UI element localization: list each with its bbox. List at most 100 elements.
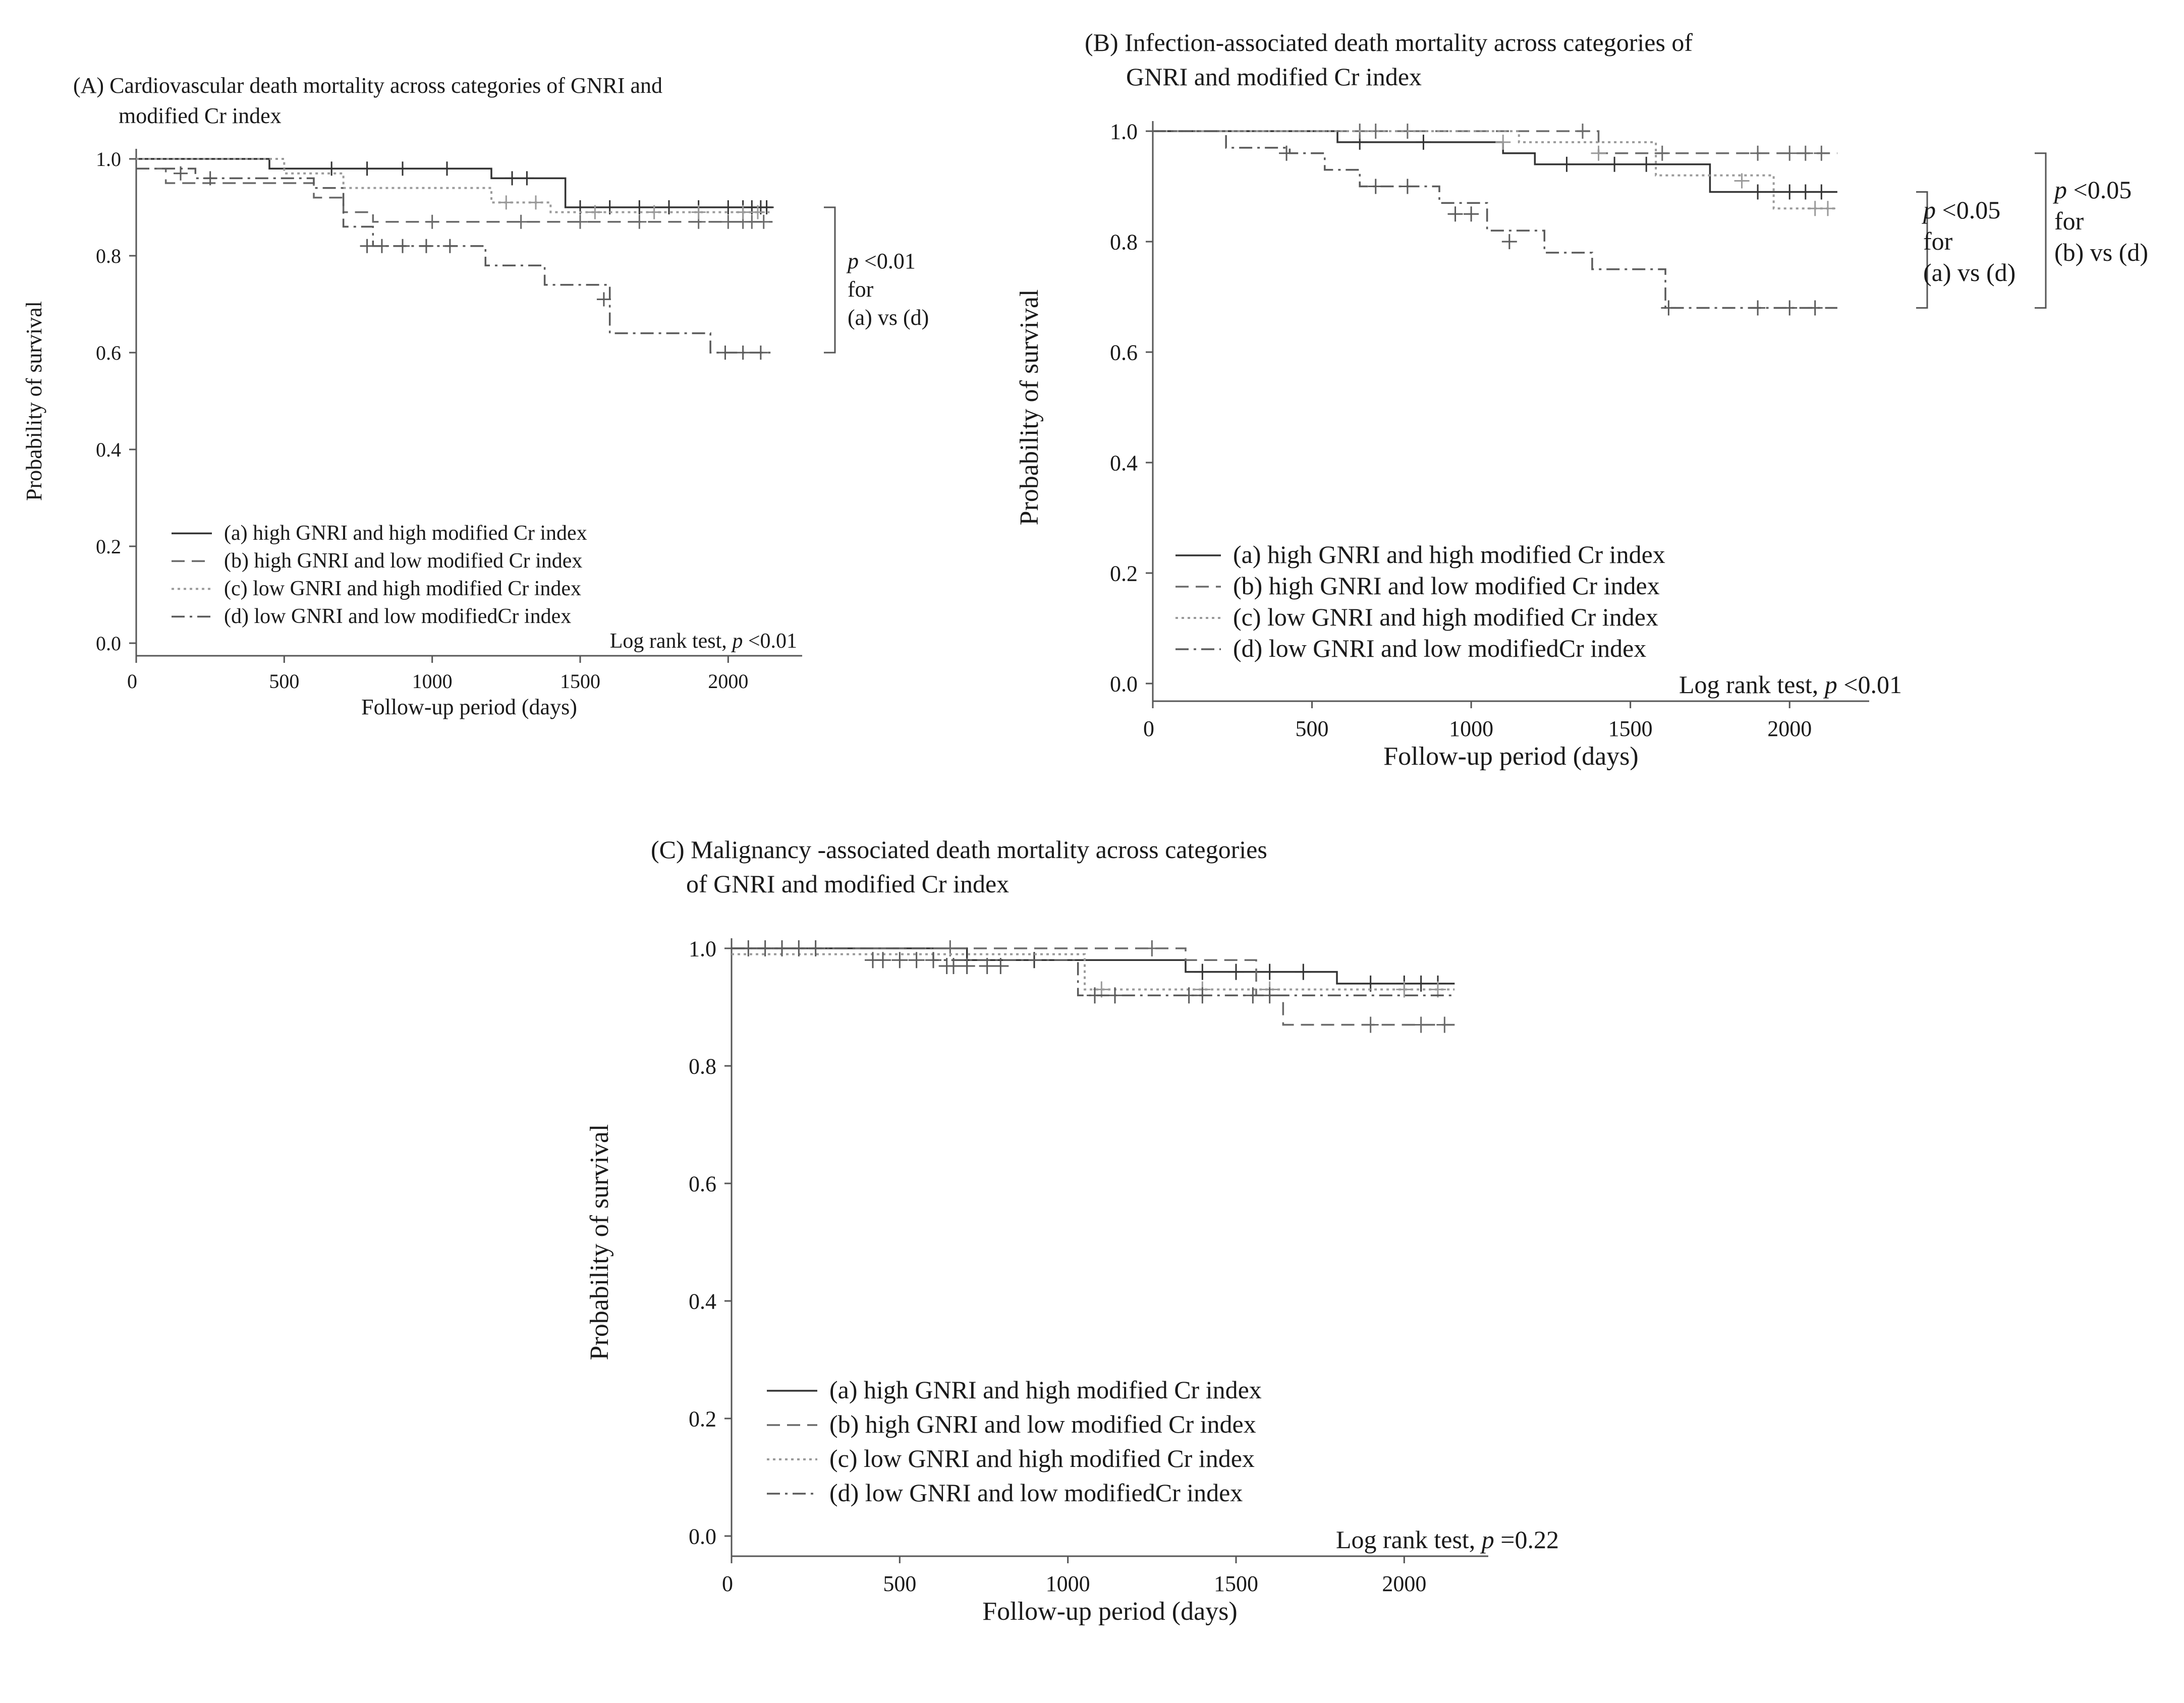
panel-a-series-d-censor-mark: [174, 166, 188, 181]
panel-a-y-tick-label: 0.8: [96, 245, 121, 267]
panel-c-y-tick-label: 0.4: [689, 1289, 716, 1314]
panel-b-series-d-line: [1153, 130, 1837, 309]
panel-c-legend-label-d: (d) low GNRI and low modifiedCr index: [829, 1479, 1243, 1507]
panel-c-series-d-censor-mark: [740, 940, 757, 956]
panel-a-y-tick-label: 0.4: [96, 438, 121, 461]
panel-c-series-d-censor-mark: [945, 957, 962, 974]
panel-b-legend-label-d: (d) low GNRI and low modifiedCr index: [1233, 634, 1646, 662]
panel-c-series-a-censor-mark: [1295, 963, 1312, 980]
panel-a-series-d-censor-mark: [360, 239, 374, 253]
panel-a-series-a-censor-mark: [632, 200, 647, 214]
panel-b-series-c-censor-mark: [1734, 173, 1750, 189]
panel-c-malignancy: (C) Malignancy -associated death mortali…: [555, 817, 1614, 1703]
panel-a-sig-for: for: [848, 277, 874, 302]
panel-a-series-a-censor-mark: [520, 171, 534, 186]
panel-a-y-tick-label: 0.6: [96, 342, 121, 364]
panel-b-series-b-censor-mark: [1814, 145, 1829, 161]
panel-a-series-c-censor-mark: [499, 195, 514, 210]
panel-b-series-a-censor-mark: [1782, 184, 1798, 200]
panel-a-y-tick-label: 0.2: [96, 535, 121, 558]
panel-a-series-d-censor-mark: [396, 239, 410, 253]
panel-c-y-tick-label: 1.0: [689, 936, 716, 961]
panel-b-sig2-value: <0.05: [2067, 176, 2132, 204]
panel-c-series-d-censor-mark: [891, 952, 908, 969]
panel-b-series-b-censor-mark: [1654, 145, 1670, 161]
panel-c-y-tick-label: 0.8: [689, 1054, 716, 1078]
panel-a-series-b-censor-mark: [721, 214, 736, 229]
panel-c-title-line2: of GNRI and modified Cr index: [686, 870, 1010, 898]
panel-c-y-tick-label: 0.6: [689, 1171, 716, 1196]
panel-a-legend-label-a: (a) high GNRI and high modified Cr index: [224, 522, 587, 545]
panel-a-series-b-line: [136, 167, 773, 223]
panel-c-x-tick-label: 2000: [1382, 1571, 1426, 1596]
panel-b-series-a-line: [1153, 130, 1837, 193]
panel-a-x-tick-label: 500: [269, 670, 299, 693]
panel-a-series-b-censor-mark: [514, 214, 528, 229]
panel-c-x-tick-label: 500: [883, 1571, 916, 1596]
panel-c-series-d-censor-mark: [1261, 987, 1278, 1004]
panel-b-series-c-censor-mark: [1591, 145, 1606, 161]
panel-b-x-tick-label: 1000: [1449, 716, 1493, 741]
panel-c-series-b-censor-mark: [1144, 940, 1160, 956]
panel-c-km-plot: 0.0 0.2 0.4 0.6 0.8 1.0 0 500 1000 1500 2000 Follow…: [585, 936, 1559, 1626]
panel-b-series-a-censor-mark: [1798, 184, 1813, 200]
panel-b-series-a-censor-mark: [1750, 184, 1766, 200]
panel-b-log-rank-text: Log rank test, p <0.01: [1679, 670, 1902, 699]
panel-c-title: (C) Malignancy -associated death mortali…: [651, 832, 1267, 901]
panel-a-series-a-censor-mark: [505, 171, 520, 186]
panel-b-series-b-censor-mark: [1798, 145, 1813, 161]
panel-a-x-tick-label: 0: [127, 670, 137, 693]
panel-a-y-tick-label: 1.0: [96, 148, 121, 171]
panel-b-series-d-censor-mark: [1447, 206, 1463, 222]
panel-c-y-tick-label: 0.0: [689, 1524, 716, 1549]
panel-b-x-tick-label: 2000: [1767, 716, 1812, 741]
panel-b-series-b-censor-mark: [1750, 145, 1766, 161]
panel-a-x-tick-label: 1000: [412, 670, 453, 693]
panel-b-series-a-censor-mark: [1607, 156, 1622, 172]
panel-a-series-a-censor-mark: [440, 161, 454, 176]
panel-a-series-b-censor-mark: [425, 214, 439, 229]
panel-b-y-tick-label: 0.4: [1110, 450, 1138, 475]
panel-b-sig2-pair: (b) vs (d): [2054, 238, 2149, 266]
panel-c-series-c-line: [732, 953, 1455, 991]
panel-a-series-c-censor-mark: [736, 205, 750, 219]
panel-b-title-line2: GNRI and modified Cr index: [1126, 63, 1422, 91]
panel-b-x-tick-label: 1500: [1608, 716, 1653, 741]
panel-a-log-rank-text: Log rank test, p <0.01: [610, 630, 797, 653]
panel-b-series-c-censor-mark: [1807, 201, 1823, 216]
panel-b-sig2-p: p: [2054, 176, 2067, 204]
panel-a-x-tick-label: 2000: [708, 670, 748, 693]
panel-b-sig1-p: p: [1923, 196, 1936, 224]
panel-c-series-a-censor-mark: [1228, 963, 1244, 980]
panel-c-x-axis-label: Follow-up period (days): [982, 1597, 1237, 1626]
panel-a-series-a-line: [136, 158, 773, 208]
panel-c-series-a-censor-mark: [1261, 963, 1278, 980]
panel-b-series-d-censor-mark: [1279, 145, 1295, 161]
panel-a-title-line1: (A) Cardiovascular death mortality acros…: [73, 73, 663, 98]
panel-b-y-axis-label: Probability of survival: [1015, 290, 1044, 526]
panel-c-series-c-censor-mark: [1396, 981, 1413, 998]
panel-b-series-a-censor-mark: [1639, 156, 1654, 172]
panel-c-series-a-censor-mark: [1413, 975, 1429, 992]
panel-a-series-a-censor-mark: [662, 200, 676, 214]
panel-b-series-a-censor-mark: [1814, 184, 1829, 200]
panel-c-series-d-censor-mark: [774, 940, 790, 956]
panel-a-series-a-censor-mark: [396, 161, 410, 176]
panel-a-series-a-censor-mark: [360, 161, 374, 176]
panel-c-series-d-line: [732, 947, 1455, 996]
panel-c-series-b-censor-mark: [1436, 1016, 1453, 1033]
panel-a-series-c-censor-mark: [588, 205, 602, 219]
panel-b-x-tick-label: 0: [1143, 716, 1154, 741]
panel-a-series-d-censor-mark: [736, 346, 750, 360]
panel-a-series-a-censor-mark: [759, 200, 774, 214]
panel-a-cardiovascular: (A) Cardiovascular death mortality acros…: [0, 0, 1080, 787]
panel-c-series-d-censor-mark: [1107, 987, 1123, 1004]
panel-a-series-a-censor-mark: [721, 200, 736, 214]
panel-c-series-d-censor-mark: [757, 940, 773, 956]
panel-c-series-a-line: [732, 947, 1455, 985]
panel-b-x-tick-label: 500: [1296, 716, 1329, 741]
panel-c-series-b-censor-mark: [1362, 1016, 1379, 1033]
panel-a-series-d-censor-mark: [374, 239, 389, 253]
panel-b-series-b-censor-mark: [1368, 124, 1383, 139]
panel-c-series-d-censor-mark: [925, 952, 941, 969]
